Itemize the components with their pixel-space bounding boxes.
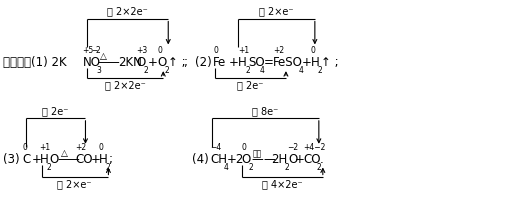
Text: Fe: Fe xyxy=(213,56,226,69)
Text: 2: 2 xyxy=(143,66,148,75)
Text: 2: 2 xyxy=(245,66,250,75)
Text: 2KN: 2KN xyxy=(118,56,142,69)
Text: △: △ xyxy=(101,52,107,61)
Text: +: + xyxy=(147,56,157,69)
Text: 3: 3 xyxy=(97,66,101,75)
Text: H: H xyxy=(238,56,247,69)
Text: FeSO: FeSO xyxy=(273,56,303,69)
Text: 2: 2 xyxy=(285,163,290,172)
Text: O: O xyxy=(157,56,167,69)
Text: (3): (3) xyxy=(3,153,19,166)
Text: +2: +2 xyxy=(227,153,244,166)
Text: 得 2×e⁻: 得 2×e⁻ xyxy=(57,180,92,190)
Text: +: + xyxy=(295,153,305,166)
Text: =: = xyxy=(264,56,274,69)
Text: —: — xyxy=(107,56,119,69)
Text: 2: 2 xyxy=(47,163,51,172)
Text: —: — xyxy=(251,153,263,166)
Text: 答案为：(1) 2K: 答案为：(1) 2K xyxy=(3,56,66,69)
Text: 4: 4 xyxy=(224,163,229,172)
Text: O: O xyxy=(49,153,59,166)
Text: 点燃: 点燃 xyxy=(253,149,262,158)
Text: 0: 0 xyxy=(213,46,218,55)
Text: 失 2×2e⁻: 失 2×2e⁻ xyxy=(107,7,148,17)
Text: 0: 0 xyxy=(157,46,162,55)
Text: −2: −2 xyxy=(287,143,298,152)
Text: O: O xyxy=(288,153,297,166)
Text: (4): (4) xyxy=(192,153,209,166)
Text: 得 2×e⁻: 得 2×e⁻ xyxy=(258,7,293,17)
Text: 4: 4 xyxy=(299,66,304,75)
Text: O: O xyxy=(241,153,250,166)
Text: H: H xyxy=(39,153,48,166)
Text: +: + xyxy=(90,153,100,166)
Text: NO: NO xyxy=(83,56,101,69)
Text: H: H xyxy=(311,56,320,69)
Text: +3: +3 xyxy=(136,46,147,55)
Text: +5: +5 xyxy=(83,46,94,55)
Text: +: + xyxy=(302,56,312,69)
Text: CO: CO xyxy=(75,153,93,166)
Text: +2: +2 xyxy=(75,143,87,152)
Text: C: C xyxy=(23,153,31,166)
Text: CH: CH xyxy=(210,153,227,166)
Text: 0: 0 xyxy=(311,46,316,55)
Text: 0: 0 xyxy=(99,143,103,152)
Text: −4: −4 xyxy=(210,143,222,152)
Text: 2: 2 xyxy=(105,163,110,172)
Text: 2H: 2H xyxy=(271,153,287,166)
Text: 2: 2 xyxy=(248,163,253,172)
Text: —: — xyxy=(98,56,109,69)
Text: 2: 2 xyxy=(318,66,323,75)
Text: +2: +2 xyxy=(273,46,284,55)
Text: +1: +1 xyxy=(238,46,249,55)
Text: +1: +1 xyxy=(39,143,51,152)
Text: —: — xyxy=(58,153,70,166)
Text: 失 8e⁻: 失 8e⁻ xyxy=(252,106,278,116)
Text: ↑ ;: ↑ ; xyxy=(321,56,338,69)
Text: —: — xyxy=(67,153,79,166)
Text: H: H xyxy=(99,153,107,166)
Text: △: △ xyxy=(61,149,67,158)
Text: .: . xyxy=(320,153,323,166)
Text: 2: 2 xyxy=(164,66,169,75)
Text: (2): (2) xyxy=(195,56,212,69)
Text: —: — xyxy=(263,153,275,166)
Text: 4: 4 xyxy=(260,66,265,75)
Text: ;: ; xyxy=(183,56,187,69)
Text: 0: 0 xyxy=(23,143,28,152)
Text: −: − xyxy=(91,46,98,55)
Text: CO: CO xyxy=(303,153,320,166)
Text: 2: 2 xyxy=(317,163,322,172)
Text: 2: 2 xyxy=(95,46,100,55)
Text: O: O xyxy=(136,56,146,69)
Text: 失 2e⁻: 失 2e⁻ xyxy=(237,80,263,90)
Text: 失 2e⁻: 失 2e⁻ xyxy=(43,106,69,116)
Text: 得 4×2e⁻: 得 4×2e⁻ xyxy=(262,180,302,190)
Text: +: + xyxy=(32,153,42,166)
Text: ;: ; xyxy=(108,153,113,166)
Text: ↑ ;: ↑ ; xyxy=(168,56,186,69)
Text: 得 2×2e⁻: 得 2×2e⁻ xyxy=(105,80,146,90)
Text: SO: SO xyxy=(248,56,265,69)
Text: 0: 0 xyxy=(241,143,246,152)
Text: +4−2: +4−2 xyxy=(303,143,325,152)
Text: +: + xyxy=(229,56,239,69)
